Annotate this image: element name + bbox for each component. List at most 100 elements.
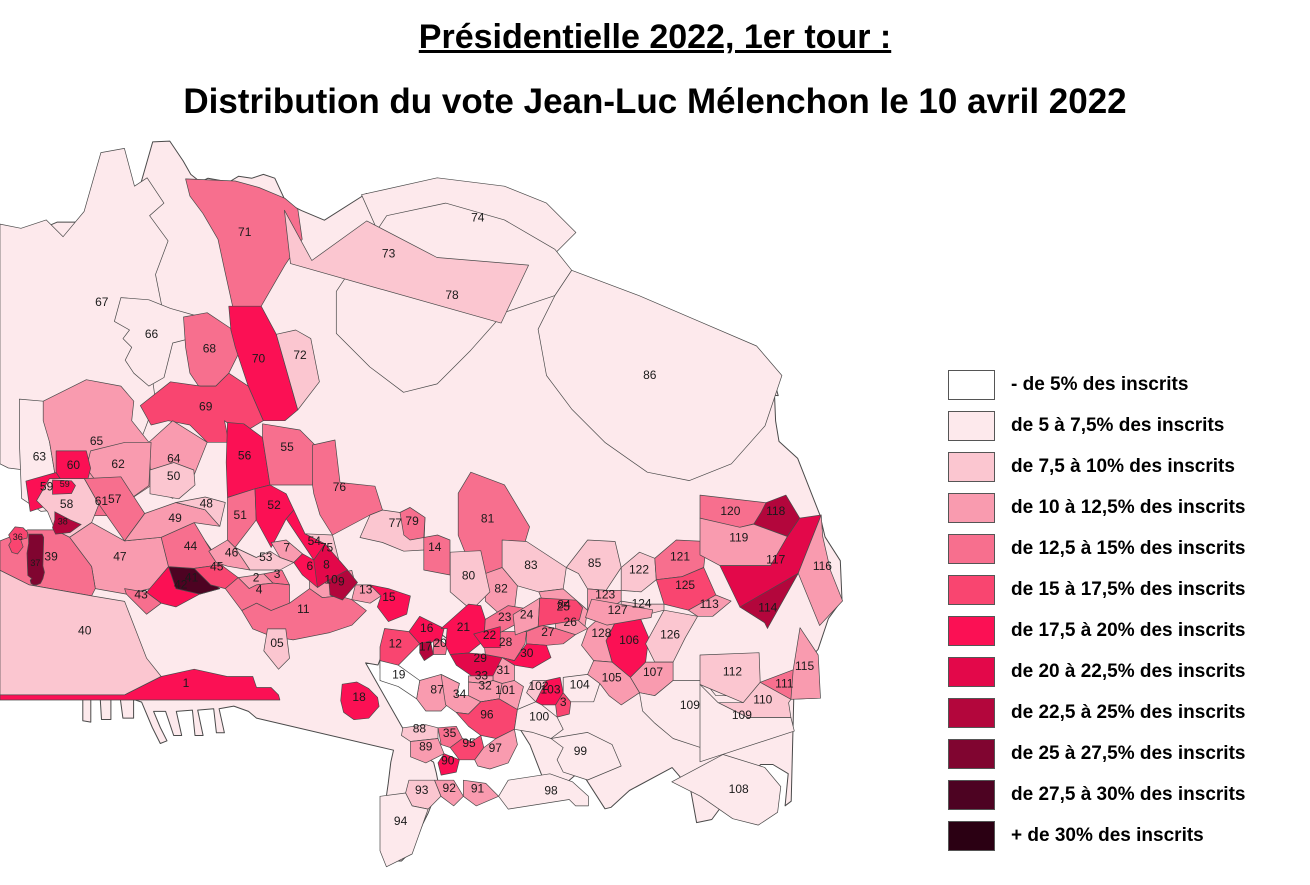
svg-text:61: 61: [95, 494, 109, 508]
svg-text:69: 69: [199, 400, 213, 414]
svg-text:58: 58: [60, 497, 74, 511]
svg-text:112: 112: [723, 664, 742, 678]
svg-text:96: 96: [480, 708, 494, 722]
svg-text:123: 123: [595, 588, 615, 602]
svg-text:125: 125: [675, 578, 695, 592]
svg-text:55: 55: [280, 440, 294, 454]
svg-text:81: 81: [481, 512, 495, 526]
svg-text:3: 3: [274, 567, 281, 581]
svg-text:32: 32: [478, 678, 492, 692]
svg-text:59: 59: [40, 480, 54, 494]
svg-text:9: 9: [338, 575, 345, 589]
svg-text:31: 31: [497, 663, 511, 677]
svg-text:74: 74: [471, 210, 485, 224]
svg-text:4: 4: [256, 583, 263, 597]
svg-text:29: 29: [474, 651, 488, 665]
svg-text:45: 45: [210, 559, 224, 573]
svg-text:1: 1: [183, 676, 190, 690]
svg-text:50: 50: [167, 469, 181, 483]
svg-text:25: 25: [557, 599, 571, 613]
svg-text:48: 48: [200, 497, 214, 511]
svg-text:99: 99: [574, 744, 588, 758]
svg-text:104: 104: [570, 678, 590, 692]
svg-text:8: 8: [323, 557, 330, 571]
svg-text:94: 94: [394, 814, 408, 828]
svg-text:95: 95: [462, 736, 476, 750]
svg-text:70: 70: [252, 351, 266, 365]
svg-text:30: 30: [520, 646, 534, 660]
svg-text:109: 109: [732, 708, 752, 722]
svg-text:34: 34: [453, 687, 467, 701]
svg-text:79: 79: [405, 514, 419, 528]
svg-text:128: 128: [591, 626, 611, 640]
svg-text:88: 88: [413, 722, 427, 736]
svg-text:49: 49: [168, 511, 182, 525]
svg-text:83: 83: [524, 558, 538, 572]
svg-text:90: 90: [441, 754, 455, 768]
svg-text:71: 71: [238, 225, 252, 239]
svg-text:44: 44: [184, 539, 198, 553]
svg-text:105: 105: [602, 670, 622, 684]
svg-text:37: 37: [30, 558, 40, 568]
svg-text:121: 121: [670, 550, 690, 564]
svg-text:80: 80: [462, 568, 476, 582]
svg-text:91: 91: [471, 781, 485, 795]
svg-text:27: 27: [541, 625, 555, 639]
svg-text:38: 38: [58, 516, 68, 526]
svg-text:11: 11: [297, 602, 310, 616]
svg-text:46: 46: [225, 545, 239, 559]
svg-text:101: 101: [495, 683, 515, 697]
svg-text:47: 47: [113, 549, 127, 563]
svg-text:22: 22: [483, 628, 497, 642]
svg-text:20: 20: [433, 636, 447, 650]
svg-text:113: 113: [700, 597, 719, 611]
svg-text:15: 15: [382, 590, 396, 604]
svg-text:19: 19: [392, 668, 406, 682]
svg-text:126: 126: [660, 628, 680, 642]
svg-text:75: 75: [320, 541, 334, 555]
svg-text:119: 119: [729, 531, 748, 545]
svg-text:117: 117: [766, 552, 785, 566]
svg-text:60: 60: [67, 458, 81, 472]
svg-text:93: 93: [415, 783, 429, 797]
svg-text:63: 63: [33, 450, 47, 464]
svg-text:97: 97: [489, 741, 503, 755]
svg-text:85: 85: [588, 556, 602, 570]
svg-text:10: 10: [324, 572, 338, 586]
svg-text:52: 52: [267, 498, 281, 512]
svg-text:21: 21: [457, 620, 471, 634]
svg-text:89: 89: [419, 740, 433, 754]
svg-text:65: 65: [90, 434, 104, 448]
svg-text:14: 14: [428, 540, 442, 554]
svg-text:77: 77: [389, 516, 403, 530]
svg-text:56: 56: [238, 449, 252, 463]
svg-text:109: 109: [680, 698, 700, 712]
svg-text:62: 62: [111, 457, 125, 471]
svg-text:76: 76: [333, 480, 347, 494]
svg-text:3: 3: [560, 695, 567, 709]
svg-text:24: 24: [520, 608, 534, 622]
svg-text:122: 122: [629, 562, 649, 576]
svg-text:118: 118: [766, 504, 785, 518]
svg-text:103: 103: [540, 683, 560, 697]
svg-text:120: 120: [720, 504, 740, 518]
svg-text:108: 108: [729, 782, 749, 796]
svg-text:26: 26: [564, 615, 578, 629]
svg-text:18: 18: [352, 690, 366, 704]
svg-text:127: 127: [608, 603, 628, 617]
svg-text:57: 57: [108, 492, 122, 506]
svg-text:66: 66: [145, 327, 159, 341]
svg-text:36: 36: [13, 532, 23, 542]
svg-text:7: 7: [283, 540, 290, 554]
svg-text:17: 17: [419, 640, 433, 654]
svg-text:87: 87: [430, 683, 444, 697]
svg-text:73: 73: [382, 246, 396, 260]
svg-text:67: 67: [95, 295, 109, 309]
svg-text:100: 100: [529, 709, 549, 723]
svg-text:92: 92: [443, 781, 457, 795]
svg-text:40: 40: [78, 624, 92, 638]
svg-text:116: 116: [813, 559, 832, 573]
svg-text:23: 23: [498, 610, 512, 624]
svg-text:6: 6: [306, 559, 313, 573]
svg-text:35: 35: [443, 726, 457, 740]
